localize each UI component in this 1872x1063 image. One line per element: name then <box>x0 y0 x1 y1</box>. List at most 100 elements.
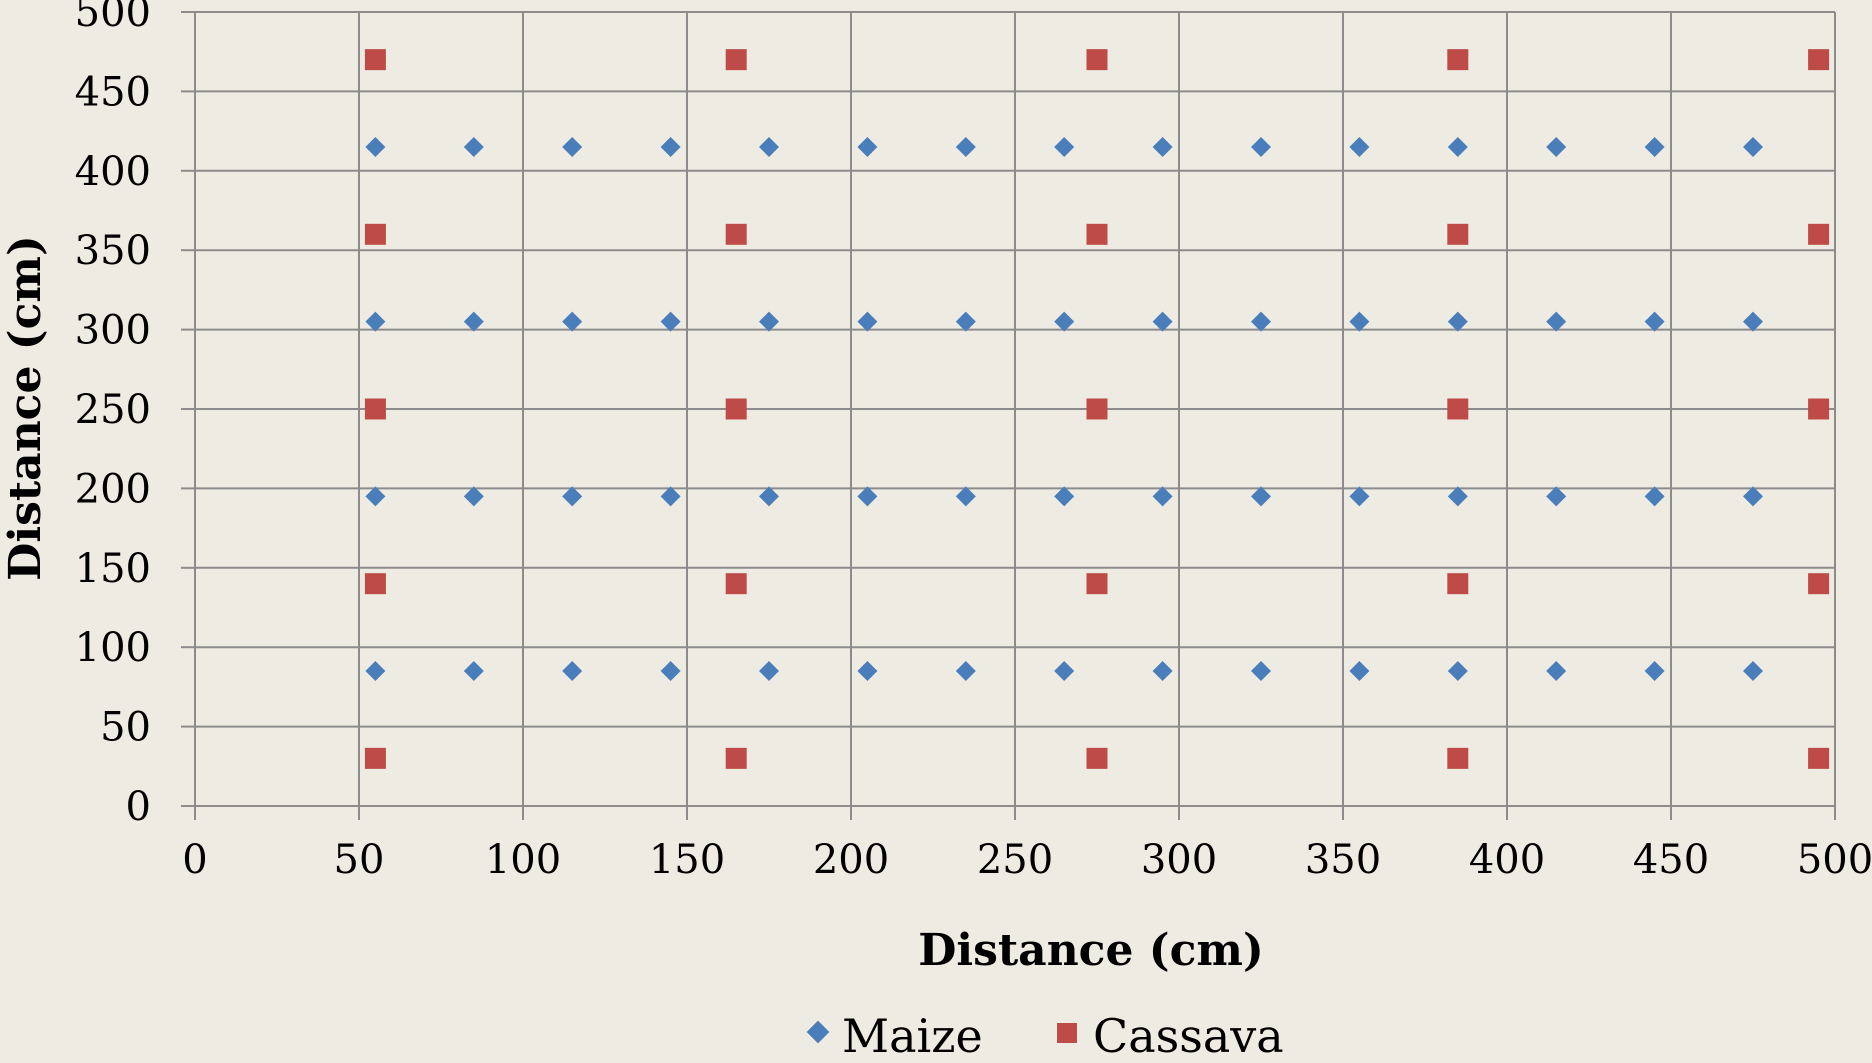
maize-point <box>1447 136 1468 157</box>
maize-point <box>1349 311 1370 332</box>
y-tick-label: 250 <box>75 387 151 433</box>
maize-point <box>365 311 386 332</box>
cassava-point <box>364 49 386 71</box>
maize-point <box>1546 661 1567 682</box>
y-tick-label: 200 <box>75 466 151 512</box>
y-tick-label: 300 <box>75 308 151 354</box>
maize-point <box>1152 136 1173 157</box>
legend-label-maize: Maize <box>842 1009 983 1059</box>
y-tick-label: 350 <box>75 228 151 274</box>
cassava-point <box>725 747 747 769</box>
legend-marker-cassava <box>1057 1023 1077 1043</box>
cassava-point <box>1808 49 1830 71</box>
cassava-point <box>364 223 386 245</box>
axes <box>181 11 1836 820</box>
cassava-point <box>725 49 747 71</box>
maize-point <box>1349 136 1370 157</box>
maize-point <box>1251 661 1271 682</box>
cassava-point <box>364 573 386 595</box>
maize-point <box>1152 486 1173 507</box>
x-tick-label: 350 <box>1305 837 1381 883</box>
maize-point <box>759 661 779 682</box>
maize-point <box>1054 311 1075 332</box>
maize-point <box>1546 486 1567 507</box>
maize-point <box>365 486 386 507</box>
cassava-point <box>1808 747 1830 769</box>
maize-point <box>1743 661 1763 682</box>
x-tick-label: 200 <box>813 837 889 883</box>
legend: Maize Cassava <box>806 1009 1284 1063</box>
y-axis-title: Distance (cm) <box>0 235 51 581</box>
cassava-point <box>1447 223 1469 245</box>
cassava-point <box>1086 398 1108 420</box>
legend-item-cassava: Cassava <box>1057 1009 1284 1063</box>
tick-labels: 0 50 100 150 200 250 300 350 400 450 500 0 50 100 150 2… <box>75 0 1872 883</box>
x-tick-label: 500 <box>1797 837 1872 883</box>
cassava-point <box>1447 573 1469 595</box>
y-tick-label: 0 <box>126 784 151 830</box>
maize-point <box>955 311 976 332</box>
cassava-point <box>725 573 747 595</box>
x-tick-label: 400 <box>1469 837 1545 883</box>
x-tick-label: 100 <box>485 837 561 883</box>
cassava-point <box>725 398 747 420</box>
maize-point <box>463 311 484 332</box>
maize-point <box>1251 136 1271 157</box>
maize-point <box>1054 486 1075 507</box>
maize-point <box>562 136 583 157</box>
maize-point <box>562 311 583 332</box>
maize-point <box>955 136 976 157</box>
cassava-point <box>1447 49 1469 71</box>
x-tick-label: 0 <box>182 837 207 883</box>
maize-point <box>857 661 878 682</box>
cassava-point <box>364 747 386 769</box>
maize-point <box>1743 136 1763 157</box>
maize-point <box>1743 311 1763 332</box>
maize-point <box>1644 311 1665 332</box>
cassava-point <box>1447 398 1469 420</box>
x-tick-label: 250 <box>977 837 1053 883</box>
maize-point <box>1447 311 1468 332</box>
maize-point <box>1251 486 1271 507</box>
maize-point <box>1644 486 1665 507</box>
x-axis-title: Distance (cm) <box>918 925 1264 976</box>
maize-point <box>1447 486 1468 507</box>
maize-point <box>660 136 681 157</box>
cassava-point <box>1086 573 1108 595</box>
x-tick-label: 450 <box>1633 837 1709 883</box>
cassava-point <box>1808 573 1830 595</box>
maize-point <box>463 486 484 507</box>
y-tick-label: 100 <box>75 625 151 671</box>
maize-point <box>759 136 779 157</box>
maize-point <box>1644 661 1665 682</box>
y-tick-label: 400 <box>75 149 151 195</box>
cassava-point <box>1808 398 1830 420</box>
y-tick-label: 450 <box>75 69 151 115</box>
maize-point <box>857 486 878 507</box>
cassava-point <box>1086 223 1108 245</box>
maize-point <box>955 661 976 682</box>
maize-point <box>955 486 976 507</box>
x-tick-label: 300 <box>1141 837 1217 883</box>
cassava-point <box>1086 747 1108 769</box>
cassava-point <box>1808 223 1830 245</box>
data-points <box>364 49 1830 769</box>
y-tick-label: 150 <box>75 546 151 592</box>
maize-point <box>1251 311 1271 332</box>
maize-point <box>1054 661 1075 682</box>
maize-point <box>1447 661 1468 682</box>
maize-point <box>759 486 779 507</box>
maize-point <box>1152 661 1173 682</box>
y-tick-label: 500 <box>75 0 151 36</box>
maize-point <box>1644 136 1665 157</box>
maize-point <box>1546 311 1567 332</box>
maize-point <box>660 311 681 332</box>
y-tick-label: 50 <box>100 705 151 751</box>
cassava-point <box>1447 747 1469 769</box>
legend-item-maize: Maize <box>806 1009 983 1063</box>
maize-point <box>562 486 583 507</box>
maize-point <box>463 661 484 682</box>
cassava-point <box>725 223 747 245</box>
